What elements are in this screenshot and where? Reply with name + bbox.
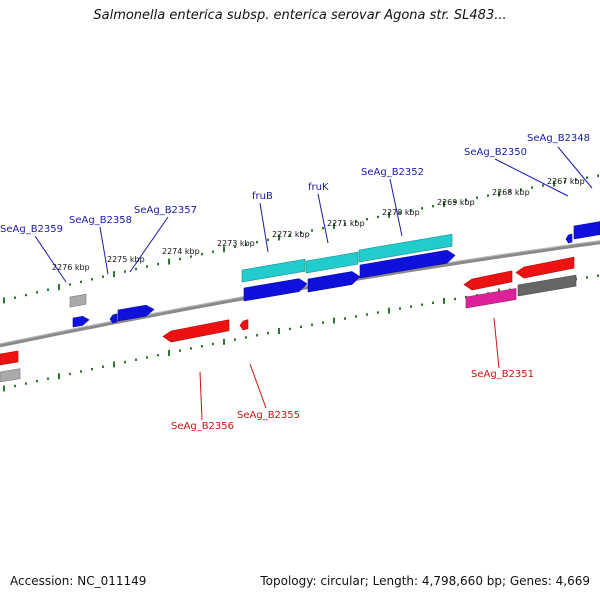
rna-feature: [305, 251, 359, 274]
reverse-gene-label-line: [493, 317, 500, 369]
genome-title: Salmonella enterica subsp. enterica sero…: [93, 8, 507, 23]
forward-gene-label-line: [259, 202, 269, 253]
scale-labels: 2276 kbp 2275 kbp 2274 kbp 2273 kbp 2272 kbp…: [52, 177, 585, 272]
forward-gene-label-line: [494, 158, 569, 197]
forward-gene-label-line: [34, 235, 67, 283]
scale-label: 2274 kbp: [162, 247, 200, 256]
gene-features: [0, 221, 600, 383]
forward-gene-label: SeAg_B2359: [0, 224, 63, 235]
scale-label: 2271 kbp: [327, 219, 365, 228]
forward-gene-label-line: [129, 216, 169, 273]
scale-label: 2273 kbp: [217, 239, 255, 248]
forward-gene-label-line: [99, 226, 109, 275]
cds-forward: [243, 278, 308, 302]
forward-gene-label: fruK: [308, 182, 329, 193]
topology-summary: Topology: circular; Length: 4,798,660 bp…: [260, 574, 590, 588]
scale-label: 2275 kbp: [107, 255, 145, 264]
forward-gene-label-line: [317, 193, 329, 244]
cds-reverse: [162, 319, 230, 343]
scale-label: 2276 kbp: [52, 263, 90, 272]
scale-label: 2270 kbp: [382, 208, 420, 217]
cds-reverse: [239, 319, 249, 331]
cds-forward: [307, 271, 361, 293]
cds-reverse: [0, 350, 19, 366]
reverse-gene-label-line: [199, 371, 203, 421]
cds-forward: [72, 316, 90, 328]
pseudo-feature: [465, 288, 517, 309]
other-feature: [0, 368, 21, 383]
forward-gene-label: SeAg_B2348: [527, 133, 590, 144]
cds-reverse: [515, 256, 575, 279]
cds-reverse: [463, 270, 513, 291]
reverse-gene-label: SeAg_B2351: [471, 369, 534, 380]
rna-feature: [358, 233, 453, 263]
forward-gene-label-line: [557, 146, 593, 189]
forward-gene-label: SeAg_B2352: [361, 167, 424, 178]
scale-label: 2272 kbp: [272, 230, 310, 239]
cds-forward: [109, 313, 118, 324]
scale-label: 2269 kbp: [437, 198, 475, 207]
cds-forward: [573, 221, 600, 240]
cds-forward: [117, 304, 155, 322]
reverse-gene-label-line: [249, 363, 267, 409]
scale-label: 2268 kbp: [492, 188, 530, 197]
forward-gene-label: fruB: [252, 191, 273, 202]
forward-gene-label: SeAg_B2358: [69, 215, 132, 226]
other-feature: [517, 274, 577, 297]
cds-forward: [359, 249, 456, 279]
reverse-gene-label: SeAg_B2356: [171, 421, 234, 432]
reverse-gene-label: SeAg_B2355: [237, 410, 300, 421]
other-feature: [69, 293, 87, 308]
forward-gene-label-line: [389, 178, 403, 237]
cds-forward: [565, 233, 573, 244]
rna-feature: [241, 258, 306, 283]
scale-label: 2267 kbp: [547, 177, 585, 186]
forward-gene-label: SeAg_B2350: [464, 147, 527, 158]
accession-text: Accession: NC_011149: [10, 574, 147, 588]
forward-gene-label: SeAg_B2357: [134, 205, 197, 216]
